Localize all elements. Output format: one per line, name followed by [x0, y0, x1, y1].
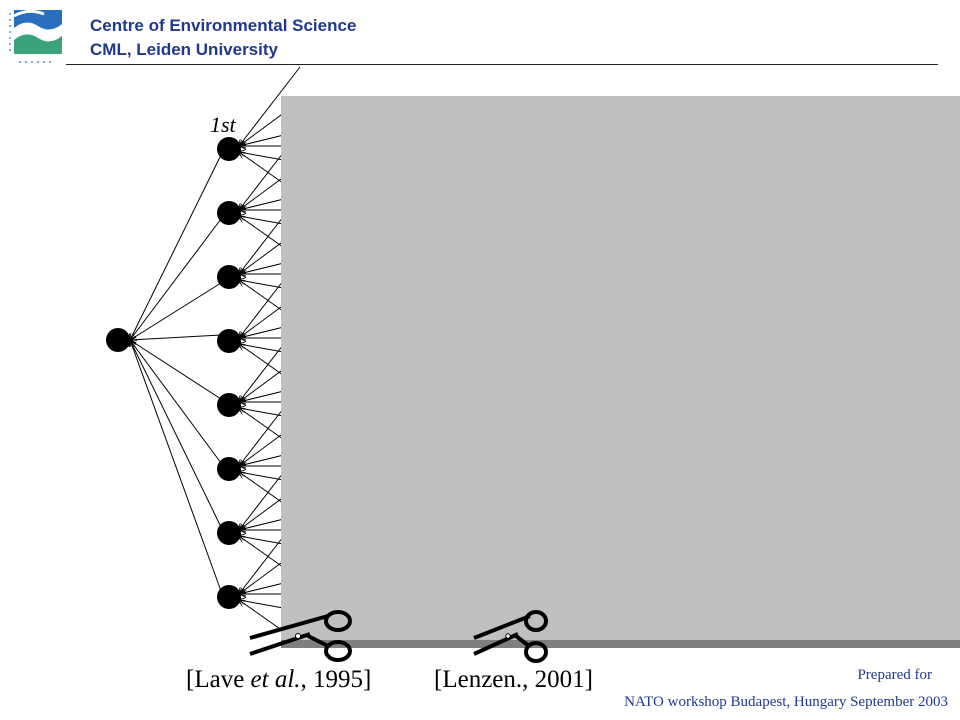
edge-hidden-to-tier — [239, 66, 301, 146]
first-tier-node — [217, 137, 241, 161]
first-tier-node — [217, 521, 241, 545]
citation-lenzen: [Lenzen., 2001] — [434, 666, 593, 693]
first-tier-node — [217, 585, 241, 609]
scissors-icon — [249, 610, 352, 662]
edge-tier-to-source — [130, 340, 222, 592]
org-name: Centre of Environmental Science — [90, 16, 357, 35]
cml-logo-icon — [9, 9, 62, 63]
edge-tier-to-source — [130, 154, 222, 340]
citation-lave-post: , 1995] — [300, 666, 372, 693]
scissors-icon — [473, 610, 548, 663]
edge-tier-to-source — [130, 340, 222, 464]
footer-event: NATO workshop Budapest, Hungary Septembe… — [624, 694, 948, 710]
org-affiliation: CML, Leiden University — [90, 40, 278, 59]
footer-prepared-for: Prepared for — [857, 667, 932, 683]
edge-tier-to-source — [130, 340, 222, 400]
citation-lave-italic: et al. — [250, 666, 301, 693]
first-tier-node — [217, 329, 241, 353]
edge-tier-to-source — [130, 340, 222, 528]
tier-label-1st: 1st — [210, 112, 236, 137]
edge-tier-to-source — [130, 282, 222, 340]
first-tier-node — [217, 201, 241, 225]
citation-lave-pre: [Lave — [186, 666, 251, 693]
header-divider — [66, 64, 938, 65]
first-tier-node — [217, 265, 241, 289]
citation-lave: [Lave et al., 1995] — [186, 666, 371, 694]
source-node — [106, 328, 130, 352]
overlay-panel — [281, 96, 960, 640]
first-tier-node — [217, 393, 241, 417]
overlay-panel-shadow — [281, 640, 960, 648]
edge-tier-to-source — [130, 218, 222, 340]
edge-tier-to-source — [130, 334, 222, 340]
first-tier-node — [217, 457, 241, 481]
